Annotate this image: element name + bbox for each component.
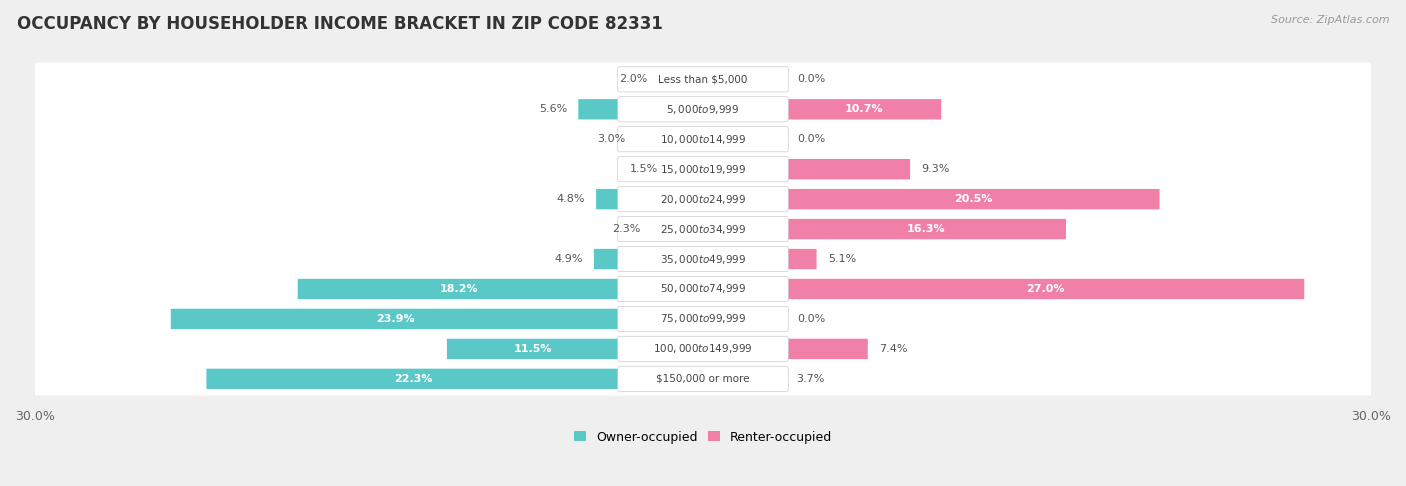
Text: 2.3%: 2.3% — [612, 224, 641, 234]
FancyBboxPatch shape — [617, 277, 789, 302]
Text: 2.0%: 2.0% — [619, 74, 647, 85]
Text: 16.3%: 16.3% — [907, 224, 946, 234]
Legend: Owner-occupied, Renter-occupied: Owner-occupied, Renter-occupied — [574, 431, 832, 444]
Text: 20.5%: 20.5% — [953, 194, 993, 204]
Text: $75,000 to $99,999: $75,000 to $99,999 — [659, 312, 747, 326]
FancyBboxPatch shape — [34, 362, 1372, 396]
FancyBboxPatch shape — [786, 99, 941, 120]
Text: $25,000 to $34,999: $25,000 to $34,999 — [659, 223, 747, 236]
FancyBboxPatch shape — [617, 97, 789, 122]
FancyBboxPatch shape — [34, 63, 1372, 96]
Text: $5,000 to $9,999: $5,000 to $9,999 — [666, 103, 740, 116]
FancyBboxPatch shape — [298, 279, 620, 299]
FancyBboxPatch shape — [786, 339, 868, 359]
FancyBboxPatch shape — [170, 309, 620, 329]
FancyBboxPatch shape — [617, 156, 789, 182]
FancyBboxPatch shape — [617, 306, 789, 331]
FancyBboxPatch shape — [617, 246, 789, 272]
Text: 0.0%: 0.0% — [797, 134, 825, 144]
Text: 11.5%: 11.5% — [515, 344, 553, 354]
FancyBboxPatch shape — [617, 187, 789, 212]
FancyBboxPatch shape — [34, 122, 1372, 156]
FancyBboxPatch shape — [786, 159, 910, 179]
FancyBboxPatch shape — [617, 216, 789, 242]
FancyBboxPatch shape — [593, 249, 620, 269]
Text: OCCUPANCY BY HOUSEHOLDER INCOME BRACKET IN ZIP CODE 82331: OCCUPANCY BY HOUSEHOLDER INCOME BRACKET … — [17, 15, 662, 33]
Text: $10,000 to $14,999: $10,000 to $14,999 — [659, 133, 747, 146]
FancyBboxPatch shape — [617, 127, 789, 152]
Text: $150,000 or more: $150,000 or more — [657, 374, 749, 384]
Text: 22.3%: 22.3% — [394, 374, 432, 384]
Text: 5.6%: 5.6% — [538, 104, 567, 114]
FancyBboxPatch shape — [447, 339, 620, 359]
Text: 0.0%: 0.0% — [797, 74, 825, 85]
FancyBboxPatch shape — [34, 242, 1372, 276]
FancyBboxPatch shape — [578, 99, 620, 120]
FancyBboxPatch shape — [786, 279, 1305, 299]
FancyBboxPatch shape — [34, 153, 1372, 186]
Text: 9.3%: 9.3% — [921, 164, 949, 174]
Text: $50,000 to $74,999: $50,000 to $74,999 — [659, 282, 747, 295]
FancyBboxPatch shape — [786, 219, 1066, 239]
FancyBboxPatch shape — [786, 249, 817, 269]
FancyBboxPatch shape — [617, 67, 789, 92]
Text: $20,000 to $24,999: $20,000 to $24,999 — [659, 192, 747, 206]
FancyBboxPatch shape — [786, 189, 1160, 209]
FancyBboxPatch shape — [34, 182, 1372, 216]
Text: $15,000 to $19,999: $15,000 to $19,999 — [659, 163, 747, 176]
Text: 5.1%: 5.1% — [828, 254, 856, 264]
Text: 23.9%: 23.9% — [375, 314, 415, 324]
FancyBboxPatch shape — [34, 92, 1372, 126]
FancyBboxPatch shape — [34, 332, 1372, 365]
Text: 27.0%: 27.0% — [1026, 284, 1064, 294]
Text: 7.4%: 7.4% — [879, 344, 907, 354]
FancyBboxPatch shape — [617, 336, 789, 362]
FancyBboxPatch shape — [34, 302, 1372, 336]
Text: 0.0%: 0.0% — [797, 314, 825, 324]
Text: Source: ZipAtlas.com: Source: ZipAtlas.com — [1271, 15, 1389, 25]
Text: 18.2%: 18.2% — [439, 284, 478, 294]
FancyBboxPatch shape — [34, 272, 1372, 306]
Text: 3.0%: 3.0% — [596, 134, 626, 144]
FancyBboxPatch shape — [34, 212, 1372, 246]
Text: 3.7%: 3.7% — [797, 374, 825, 384]
FancyBboxPatch shape — [617, 366, 789, 391]
FancyBboxPatch shape — [596, 189, 620, 209]
Text: 4.9%: 4.9% — [554, 254, 582, 264]
Text: $100,000 to $149,999: $100,000 to $149,999 — [654, 343, 752, 355]
Text: 10.7%: 10.7% — [845, 104, 883, 114]
Text: 1.5%: 1.5% — [630, 164, 658, 174]
Text: $35,000 to $49,999: $35,000 to $49,999 — [659, 253, 747, 265]
Text: Less than $5,000: Less than $5,000 — [658, 74, 748, 85]
Text: 4.8%: 4.8% — [557, 194, 585, 204]
FancyBboxPatch shape — [207, 369, 620, 389]
